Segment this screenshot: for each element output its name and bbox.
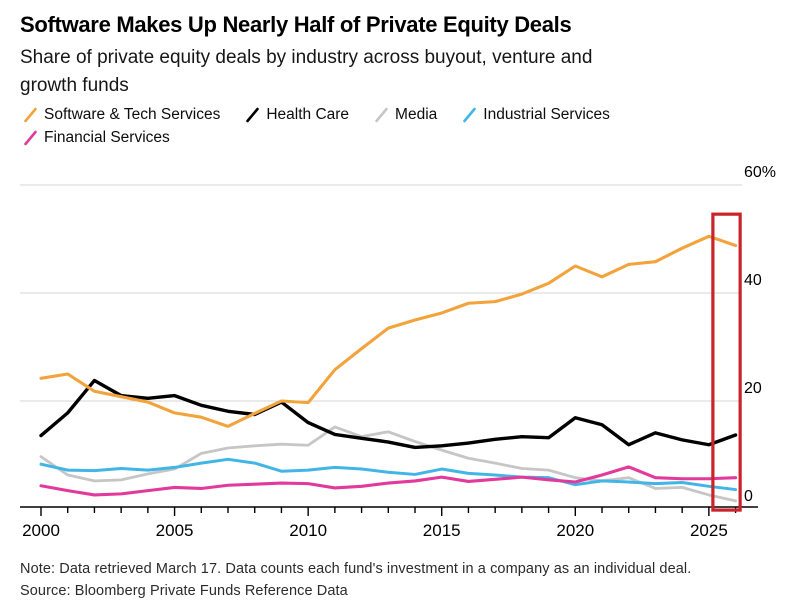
x-axis-label: 2000	[22, 521, 60, 540]
series-line-industrial-services	[39, 457, 738, 492]
x-axis-label: 2020	[556, 521, 594, 540]
legend-item-label: Health Care	[266, 106, 350, 123]
x-axis-label: 2010	[289, 521, 327, 540]
series-line-software-tech-services	[39, 234, 738, 428]
legend-item-label: Financial Services	[44, 129, 170, 146]
legend-slash-icon	[246, 107, 260, 123]
legend-item-label: Software & Tech Services	[44, 106, 221, 123]
legend-slash-icon	[375, 107, 388, 123]
legend-item-financial-services: Financial Services	[24, 129, 170, 147]
legend-item-label: Media	[395, 106, 438, 123]
y-axis-label: 60%	[744, 164, 776, 181]
y-axis-label: 0	[744, 488, 753, 505]
legend: Software & Tech Services Health Care Media…	[24, 106, 724, 147]
line-chart: 0 20 40 60% 2000 2005 2010 2015 2020 2025	[20, 164, 776, 540]
legend-slash-icon	[24, 107, 37, 123]
highlight-box	[711, 212, 742, 512]
legend-slash-icon	[463, 107, 477, 123]
series-line-health-care	[39, 378, 738, 450]
x-axis-label: 2025	[690, 521, 728, 540]
y-axis-label: 20	[744, 380, 762, 397]
legend-item-health-care: Health Care	[246, 106, 349, 124]
footnote-source: Source: Bloomberg Private Funds Referenc…	[20, 583, 348, 599]
x-axis-label: 2005	[156, 521, 194, 540]
chart-subtitle-line-2: growth funds	[20, 75, 129, 96]
x-axis-label: 2015	[423, 521, 461, 540]
y-axis-label: 40	[744, 272, 762, 289]
legend-item-industrial-services: Industrial Services	[463, 106, 610, 124]
series-line-financial-services	[39, 465, 738, 497]
footnote-note: Note: Data retrieved March 17. Data coun…	[20, 561, 692, 577]
legend-slash-icon	[24, 130, 37, 146]
chart-title: Software Makes Up Nearly Half of Private…	[20, 12, 572, 37]
chart-subtitle: Share of private equity deals by industr…	[20, 44, 592, 100]
legend-item-software-tech-services: Software & Tech Services	[24, 106, 220, 124]
chart-subtitle-line-1: Share of private equity deals by industr…	[20, 47, 593, 68]
legend-item-label: Industrial Services	[483, 106, 610, 123]
legend-item-media: Media	[375, 106, 437, 124]
series-line-media	[39, 425, 737, 503]
